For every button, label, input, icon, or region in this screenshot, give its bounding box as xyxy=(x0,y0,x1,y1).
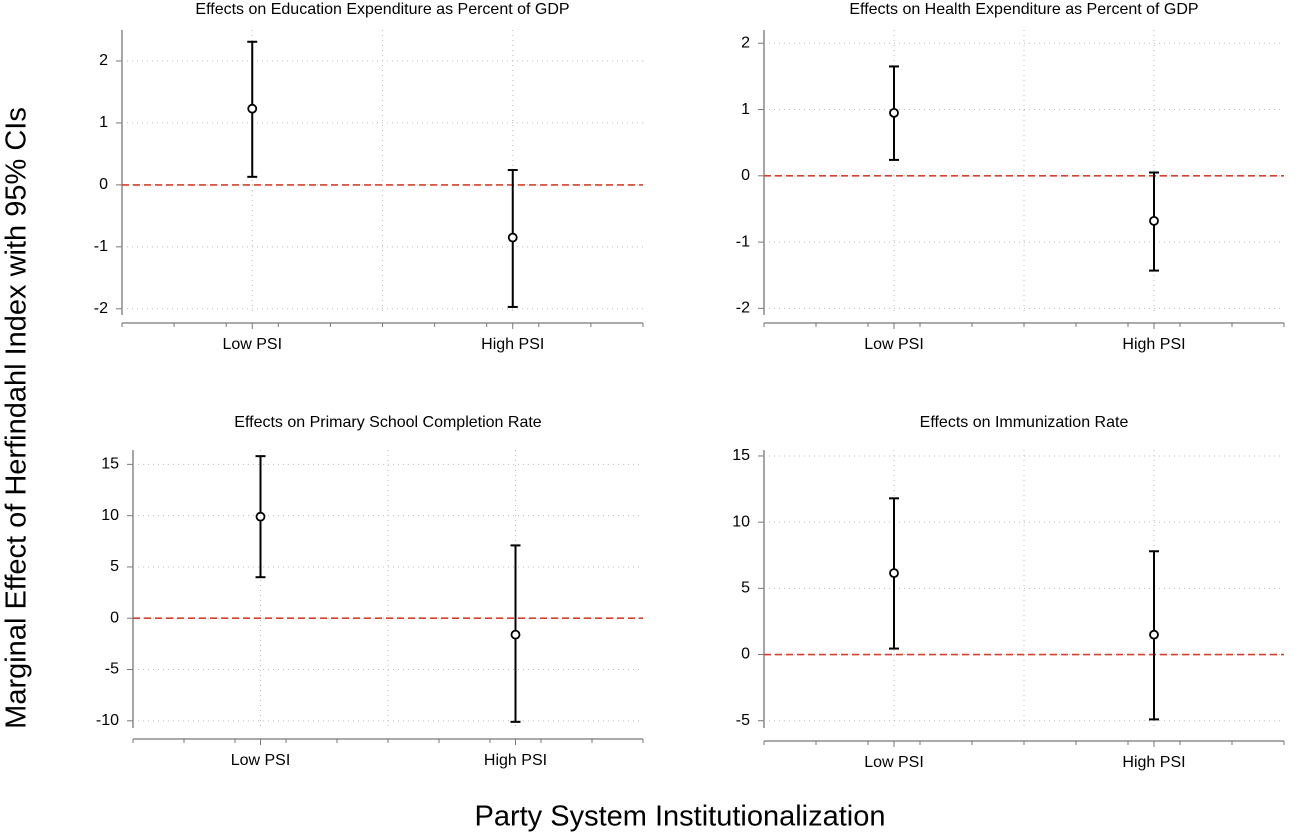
x-tick-label: Low PSI xyxy=(864,336,924,353)
point-estimate xyxy=(507,232,518,243)
y-tick-label: -1 xyxy=(736,233,750,250)
y-tick-label: -5 xyxy=(736,712,750,729)
x-tick-label: High PSI xyxy=(1122,754,1185,771)
y-tick-label: 2 xyxy=(99,52,108,69)
y-tick-label: 0 xyxy=(110,609,119,626)
y-tick-label: 15 xyxy=(732,447,750,464)
y-tick-label: -2 xyxy=(736,300,750,317)
chart-title: Effects on Primary School Completion Rat… xyxy=(234,414,542,431)
chart-title: Effects on Immunization Rate xyxy=(920,414,1129,431)
point-estimate xyxy=(889,568,899,579)
y-tick-label: -5 xyxy=(105,661,119,678)
point-estimate xyxy=(889,107,899,118)
x-tick-label: High PSI xyxy=(1122,336,1185,353)
y-tick-label: 5 xyxy=(110,558,119,575)
y-tick-label: 2 xyxy=(741,34,750,51)
chart-title: Effects on Education Expenditure as Perc… xyxy=(195,1,569,18)
point-estimate xyxy=(247,103,258,114)
y-tick-label: 1 xyxy=(99,114,108,131)
y-tick-label: 0 xyxy=(99,176,108,193)
point-estimate xyxy=(1149,629,1159,640)
y-tick-label: -1 xyxy=(94,238,108,255)
y-tick-label: 0 xyxy=(741,167,750,184)
y-tick-label: 0 xyxy=(741,646,750,663)
shared-y-label: Marginal Effect of Herfindahl Index with… xyxy=(1,107,33,729)
x-tick-label: Low PSI xyxy=(864,754,924,771)
point-estimate xyxy=(255,511,266,522)
y-tick-label: 5 xyxy=(741,580,750,597)
y-tick-label: 15 xyxy=(101,456,119,473)
x-tick-label: Low PSI xyxy=(222,336,282,353)
y-tick-label: -2 xyxy=(94,300,108,317)
x-tick-label: High PSI xyxy=(481,336,544,353)
point-estimate xyxy=(1149,215,1159,226)
shared-x-label: Party System Institutionalization xyxy=(474,801,885,833)
y-tick-label: 10 xyxy=(101,507,119,524)
chart-title: Effects on Health Expenditure as Percent… xyxy=(849,1,1198,18)
x-tick-label: Low PSI xyxy=(231,752,291,769)
y-tick-label: 10 xyxy=(732,513,750,530)
y-tick-label: -10 xyxy=(96,712,119,729)
y-tick-label: 1 xyxy=(741,101,750,118)
x-tick-label: High PSI xyxy=(484,752,547,769)
point-estimate xyxy=(510,629,521,640)
